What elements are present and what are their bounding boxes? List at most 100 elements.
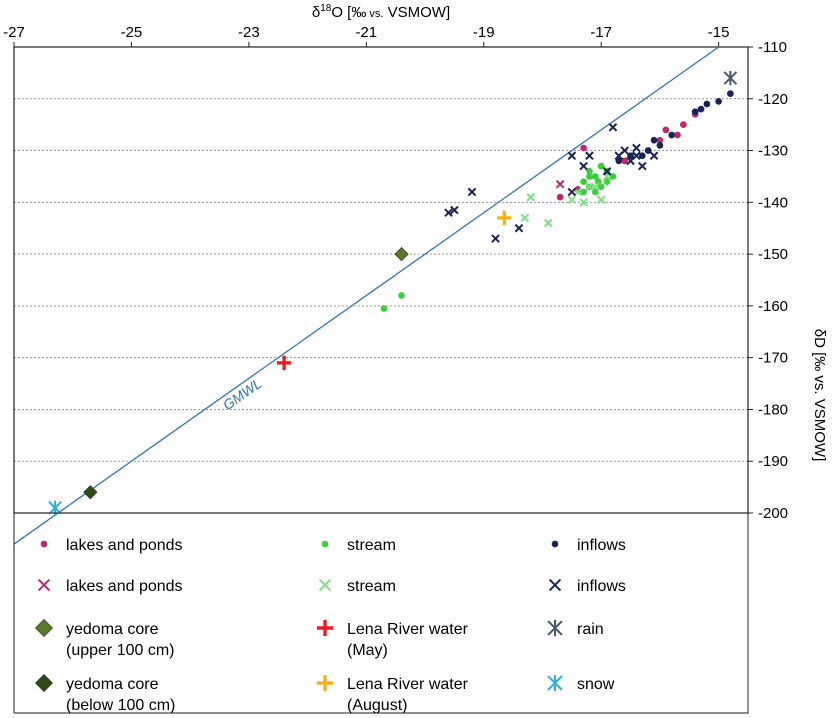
data-point bbox=[467, 187, 477, 197]
data-point bbox=[394, 247, 409, 262]
legend-item: inflows bbox=[548, 578, 626, 595]
data-point bbox=[579, 198, 588, 207]
y-tick-label: -190 bbox=[758, 453, 788, 470]
legend-item: yedoma core (below 100 cm) bbox=[35, 674, 175, 714]
data-point bbox=[40, 540, 48, 548]
legend-item: yedoma core (upper 100 cm) bbox=[35, 619, 175, 659]
legend-label: lakes and ponds bbox=[66, 578, 183, 595]
data-point bbox=[321, 540, 329, 548]
legend-item: rain bbox=[547, 619, 604, 638]
data-point bbox=[585, 182, 594, 192]
data-point bbox=[632, 151, 641, 161]
data-point bbox=[632, 143, 641, 153]
data-point bbox=[715, 98, 722, 105]
legend-label: lakes and ponds bbox=[66, 537, 183, 554]
data-point bbox=[591, 188, 599, 196]
data-point bbox=[662, 126, 670, 134]
y-axis-ticks: -110 -120 -130 -140 -150 -160 -170 -180 -190 -200 bbox=[748, 39, 788, 522]
x-tick-label: -23 bbox=[238, 24, 260, 41]
data-point bbox=[276, 355, 292, 371]
y-tick-label: -170 bbox=[758, 350, 788, 367]
gmwl-line-path bbox=[13, 46, 720, 545]
data-point bbox=[627, 152, 634, 160]
data-point bbox=[621, 157, 629, 165]
data-point bbox=[547, 619, 563, 637]
legend-box bbox=[13, 512, 749, 714]
legend-item: lakes and ponds bbox=[40, 537, 183, 554]
data-point bbox=[680, 121, 687, 129]
y-tick-label: -160 bbox=[758, 298, 788, 315]
data-point bbox=[644, 147, 652, 154]
legend-item: snow bbox=[547, 674, 615, 693]
gmwl-line: GMWL bbox=[13, 46, 720, 545]
data-point bbox=[526, 192, 536, 202]
data-point bbox=[597, 183, 605, 191]
data-point bbox=[514, 223, 524, 233]
data-point bbox=[380, 305, 388, 312]
y-tick-label: -150 bbox=[758, 246, 788, 263]
data-point bbox=[620, 146, 629, 155]
data-point bbox=[638, 152, 646, 160]
data-point bbox=[649, 151, 659, 161]
data-point bbox=[556, 193, 564, 201]
data-point bbox=[551, 540, 559, 548]
data-point bbox=[637, 161, 647, 171]
x-tick-label: -19 bbox=[473, 24, 495, 41]
data-point bbox=[603, 178, 611, 185]
data-point bbox=[567, 151, 577, 161]
data-point bbox=[608, 122, 618, 132]
data-point bbox=[668, 131, 676, 139]
data-points bbox=[48, 70, 738, 516]
legend-item: stream bbox=[318, 578, 396, 595]
legend-item: Lena River water (May) bbox=[316, 619, 469, 659]
data-point bbox=[544, 218, 553, 228]
y-tick-label: -140 bbox=[758, 194, 788, 211]
x-tick-label: -25 bbox=[121, 24, 143, 41]
data-point bbox=[548, 578, 562, 592]
data-point bbox=[520, 213, 530, 223]
legend-item: stream bbox=[321, 537, 396, 554]
data-point bbox=[586, 167, 593, 175]
data-point bbox=[580, 144, 587, 152]
y-tick-label: -200 bbox=[758, 505, 788, 522]
data-point bbox=[35, 674, 53, 692]
data-point bbox=[37, 578, 51, 592]
legend-label: snow bbox=[577, 676, 615, 693]
x-tick-label: -17 bbox=[590, 24, 612, 41]
data-point bbox=[35, 619, 53, 637]
legend-label: Lena River water (May) bbox=[347, 621, 469, 659]
data-point bbox=[316, 674, 334, 692]
data-point bbox=[450, 205, 459, 215]
data-point bbox=[697, 105, 705, 113]
data-point bbox=[83, 485, 98, 500]
x-axis-label: δ18O [‰ vs. VSMOW] bbox=[312, 3, 450, 21]
data-point bbox=[594, 178, 602, 185]
legend-item: lakes and ponds bbox=[37, 578, 183, 595]
data-point bbox=[674, 131, 681, 139]
legend: lakes and ponds stream inflows lakes and po… bbox=[35, 537, 626, 714]
x-tick-label: -21 bbox=[355, 24, 377, 41]
data-point bbox=[567, 195, 577, 205]
y-tick-label: -180 bbox=[758, 401, 788, 418]
data-point bbox=[579, 161, 588, 171]
legend-label: stream bbox=[347, 537, 396, 554]
legend-label: Lena River water (August) bbox=[347, 676, 469, 714]
data-point bbox=[591, 173, 599, 180]
legend-label: yedoma core (below 100 cm) bbox=[66, 676, 175, 714]
data-point bbox=[723, 70, 738, 86]
legend-item: Lena River water (August) bbox=[316, 674, 469, 714]
data-point bbox=[318, 578, 332, 592]
data-point bbox=[444, 208, 453, 217]
data-point bbox=[656, 142, 664, 149]
data-point bbox=[703, 100, 711, 108]
grid-lines bbox=[14, 46, 748, 514]
data-point bbox=[567, 187, 577, 197]
y-tick-label: -120 bbox=[758, 91, 788, 108]
data-point bbox=[398, 292, 405, 299]
legend-label: inflows bbox=[577, 537, 626, 554]
legend-label: stream bbox=[347, 578, 396, 595]
x-axis-ticks: -27 -25 -23 -21 -19 -17 -15 bbox=[3, 24, 729, 47]
y-tick-label: -130 bbox=[758, 143, 788, 160]
data-point bbox=[585, 151, 594, 161]
